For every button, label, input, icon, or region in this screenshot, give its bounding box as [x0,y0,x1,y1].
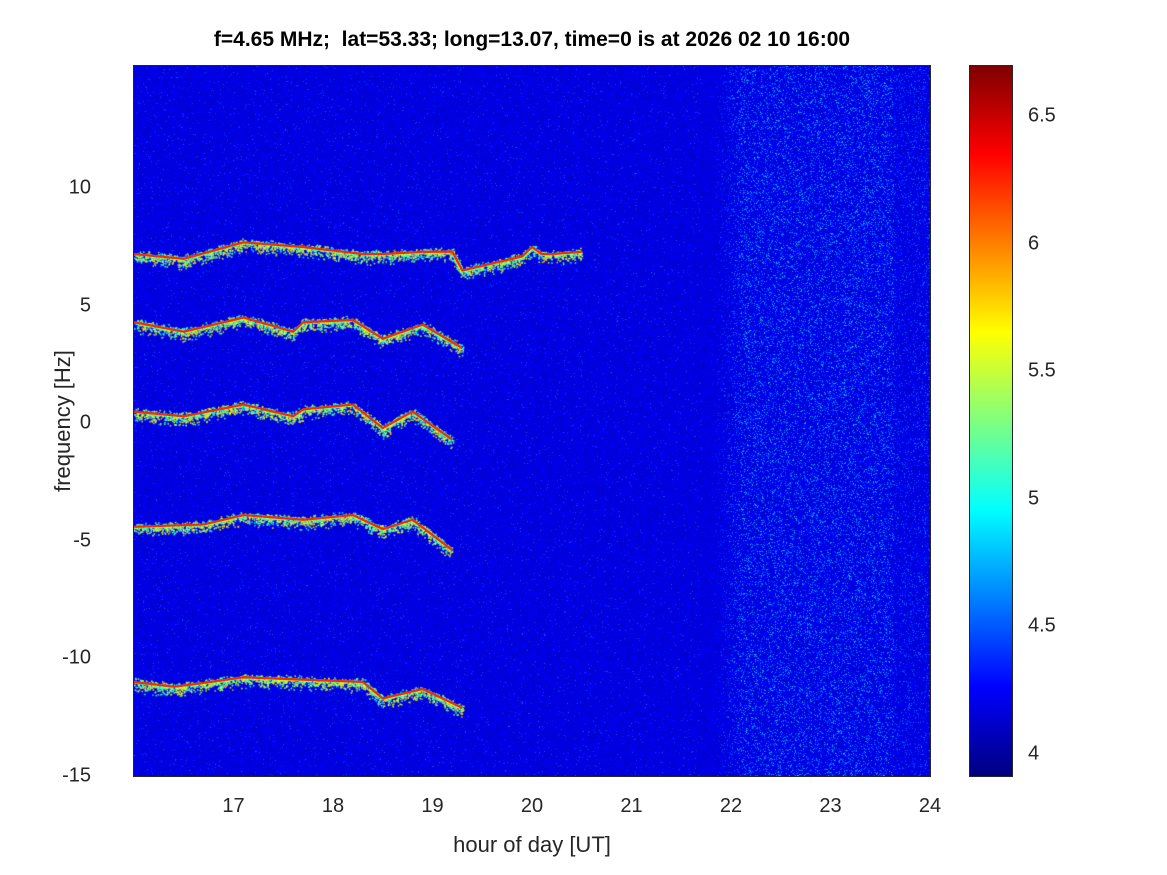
spectrogram-heatmap [134,66,930,776]
colorbar-tick-label: 6 [1028,232,1040,255]
colorbar-tick-label: 4.5 [1028,614,1056,637]
colorbar [969,65,1013,777]
spectral-trace [134,403,454,441]
spectral-trace [134,316,463,350]
y-axis-label: frequency [Hz] [50,350,75,492]
x-axis-label: hour of day [UT] [453,832,611,857]
x-tick-label: 23 [819,795,842,817]
colorbar-tick-label: 4 [1028,742,1040,765]
x-tick-label: 22 [719,795,743,817]
y-tick-label: 5 [79,294,91,317]
x-tick-label: 19 [421,795,444,817]
x-tick-label: 21 [620,795,643,817]
colorbar-tick-label: 6.5 [1028,104,1056,127]
x-tick-label: 17 [222,795,245,817]
y-tick-label: -5 [73,529,91,552]
x-tick-label: 18 [321,795,345,817]
y-tick-label: -15 [62,764,91,787]
x-tick-label: 20 [520,795,544,817]
chart-title: f=4.65 MHz; lat=53.33; long=13.07, time=… [213,28,851,51]
colorbar-tick-label: 5.5 [1028,359,1056,382]
spectral-trace [134,241,582,272]
spectral-trace [134,676,463,709]
y-tick-label: -10 [62,646,91,669]
y-tick-label: 10 [68,176,91,199]
colorbar-tick-label: 5 [1028,487,1040,510]
plot-area [133,65,931,777]
spectral-trace [134,513,454,552]
trace-layer [134,241,582,709]
y-tick-label: 0 [79,411,91,434]
x-tick-label: 24 [918,795,942,817]
